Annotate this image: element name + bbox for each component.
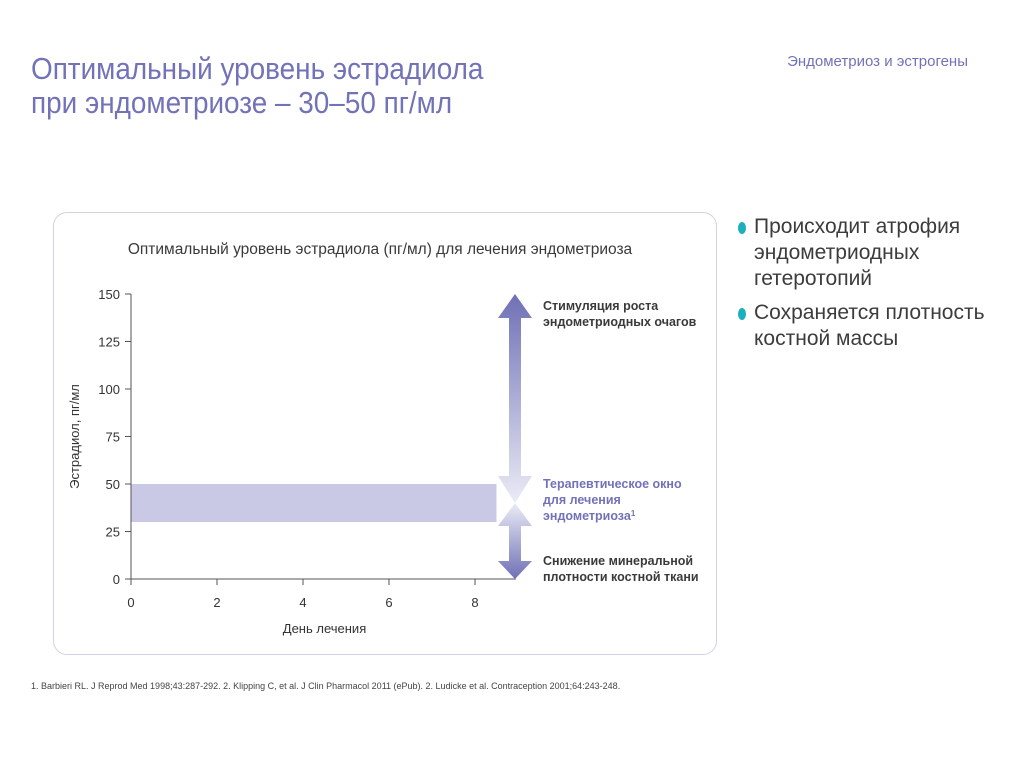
y-axis-label: Эстрадиол, пг/мл <box>67 384 82 489</box>
y-tick-label: 150 <box>98 287 120 302</box>
bullet-dot-icon <box>738 308 746 320</box>
x-tick-label: 0 <box>127 595 134 610</box>
bullet-item: Сохраняется плотность костной массы <box>737 300 1007 352</box>
therapeutic-band <box>131 484 497 522</box>
x-tick-label: 4 <box>299 595 306 610</box>
page-title: Оптимальный уровень эстрадиола при эндом… <box>31 52 607 120</box>
annotation-stimulation-line: эндометриодных очагов <box>543 315 697 329</box>
annotation-stimulation-line: Стимуляция роста <box>543 299 659 313</box>
annotation-bone-density-line: Снижение минеральной <box>543 554 693 568</box>
y-tick-label: 50 <box>106 477 120 492</box>
page-title-line-1: Оптимальный уровень эстрадиола <box>31 51 484 86</box>
y-tick-label: 25 <box>106 525 120 540</box>
annotation-therapeutic-window-line: эндометриоза1 <box>543 509 636 524</box>
y-tick-label: 0 <box>113 572 120 587</box>
stimulation-arrow-icon <box>498 294 532 503</box>
page-title-line-2: при эндометриозе – 30–50 пг/мл <box>31 85 453 120</box>
x-tick-label: 8 <box>471 595 478 610</box>
bullet-list: Происходит атрофия эндометриодных гетеро… <box>737 214 1007 360</box>
chart-panel: Оптимальный уровень эстрадиола (пг/мл) д… <box>53 212 717 655</box>
footnote-marker: 1 <box>631 509 636 518</box>
x-tick-label: 6 <box>385 595 392 610</box>
x-tick-label: 2 <box>213 595 220 610</box>
annotation-bone-density-line: плотности костной ткани <box>543 570 699 584</box>
chart-title: Оптимальный уровень эстрадиола (пг/мл) д… <box>128 241 633 258</box>
footnote-references: 1. Barbieri RL. J Reprod Med 1998;43:287… <box>31 681 621 691</box>
annotation-therapeutic-window-line: для лечения <box>543 493 621 507</box>
bullet-dot-icon <box>738 222 746 234</box>
x-axis-label: День лечения <box>283 621 366 636</box>
y-tick-label: 75 <box>106 430 120 445</box>
bullet-item: Происходит атрофия эндометриодных гетеро… <box>737 214 1007 292</box>
bone-loss-arrow-icon <box>498 503 532 579</box>
y-tick-label: 125 <box>98 335 120 350</box>
section-tag: Эндометриоз и эстрогены <box>787 53 968 70</box>
bullet-text: Сохраняется плотность костной массы <box>754 301 985 350</box>
bullet-text: Происходит атрофия эндометриодных гетеро… <box>754 215 961 290</box>
chart: Оптимальный уровень эстрадиола (пг/мл) д… <box>67 241 699 636</box>
annotation-therapeutic-window-line: Терапевтическое окно <box>543 477 682 491</box>
y-tick-label: 100 <box>98 382 120 397</box>
